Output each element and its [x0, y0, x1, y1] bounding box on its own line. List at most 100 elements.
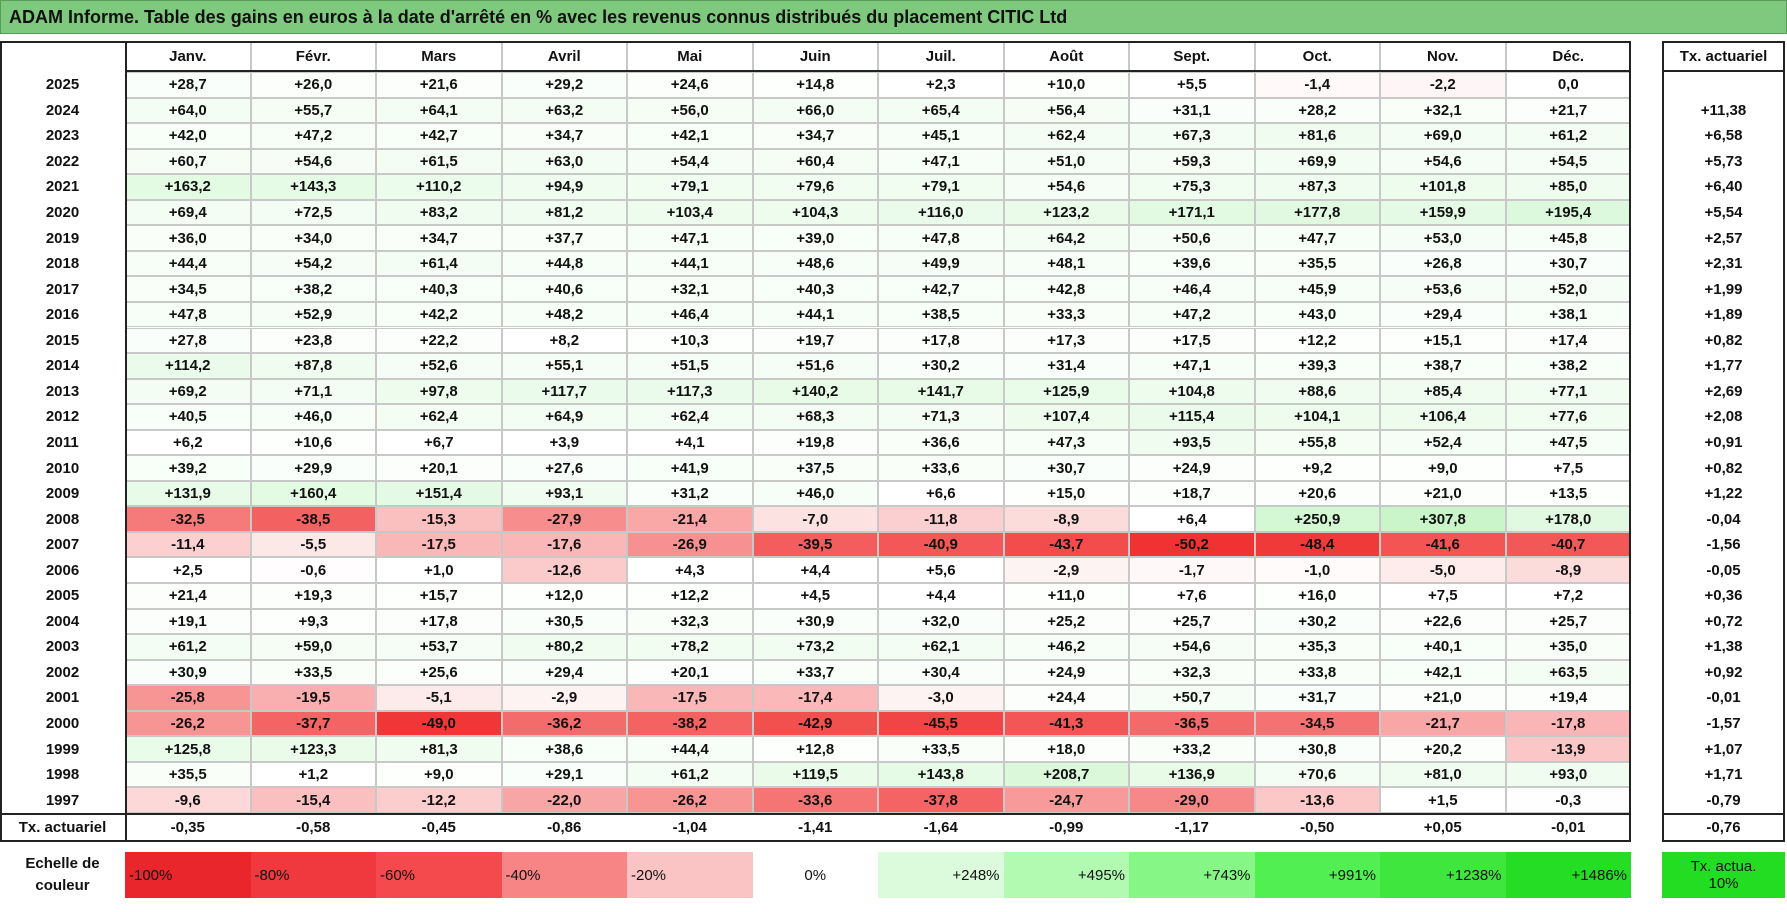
value-cell: +25,6 — [376, 659, 502, 686]
value-cell: +17,4 — [1505, 327, 1631, 354]
value-cell: +67,3 — [1129, 123, 1255, 149]
value-cell: -2,2 — [1380, 72, 1506, 98]
value-cell: +19,7 — [752, 327, 878, 354]
value-cell: +10,6 — [250, 429, 376, 456]
value-cell: +35,0 — [1505, 634, 1631, 660]
value-cell: +30,9 — [125, 659, 251, 686]
value-cell: +6,6 — [878, 480, 1004, 507]
value-cell: +6,2 — [125, 429, 251, 456]
value-cell: +140,2 — [752, 378, 878, 405]
rate-cell: +1,22 — [1662, 480, 1785, 507]
value-cell: +24,9 — [1129, 455, 1255, 481]
value-cell: -38,5 — [250, 506, 376, 532]
value-cell: +39,6 — [1129, 250, 1255, 277]
value-cell: +79,6 — [752, 174, 878, 200]
value-cell: +54,6 — [250, 148, 376, 175]
value-cell: +83,2 — [376, 199, 502, 226]
footer-cell: -0,35 — [125, 812, 251, 842]
value-cell: +51,5 — [627, 353, 753, 379]
value-cell: +27,8 — [125, 327, 251, 354]
value-cell: -34,5 — [1254, 710, 1380, 737]
value-cell: +62,4 — [627, 404, 753, 430]
scale-step: -100% — [125, 852, 251, 898]
value-cell: +42,1 — [627, 123, 753, 149]
value-cell: +35,5 — [1254, 250, 1380, 277]
footer-cell: -0,50 — [1254, 812, 1380, 842]
value-cell: -41,6 — [1380, 531, 1506, 558]
value-cell: +6,4 — [1129, 506, 1255, 532]
value-cell: +18,0 — [1003, 736, 1129, 762]
value-cell: +45,9 — [1254, 276, 1380, 302]
column-header: Tx. actuariel — [1662, 41, 1785, 72]
value-cell: +60,4 — [752, 148, 878, 175]
value-cell: +29,9 — [250, 455, 376, 481]
value-cell: +115,4 — [1129, 404, 1255, 430]
value-cell: +25,2 — [1003, 608, 1129, 635]
value-cell: +30,7 — [1505, 250, 1631, 277]
value-cell: +40,1 — [1380, 634, 1506, 660]
row-label: 2022 — [0, 148, 125, 175]
value-cell: +30,8 — [1254, 736, 1380, 762]
value-cell: +141,7 — [878, 378, 1004, 405]
value-cell: +68,3 — [752, 404, 878, 430]
corner — [0, 41, 125, 72]
value-cell: +1,0 — [376, 557, 502, 583]
value-cell: +78,2 — [627, 634, 753, 660]
value-cell: +48,1 — [1003, 250, 1129, 277]
value-cell: +63,0 — [501, 148, 627, 175]
rate-cell: +1,71 — [1662, 761, 1785, 788]
value-cell: +64,1 — [376, 97, 502, 124]
value-cell: +32,3 — [1129, 659, 1255, 686]
rate-cell: -0,79 — [1662, 787, 1785, 813]
value-cell: +31,7 — [1254, 685, 1380, 711]
value-cell: +5,6 — [878, 557, 1004, 583]
rate-cell: -1,57 — [1662, 710, 1785, 737]
value-cell: +88,6 — [1254, 378, 1380, 405]
value-cell: +47,2 — [1129, 301, 1255, 328]
value-cell: +37,5 — [752, 455, 878, 481]
column-header: Avril — [501, 41, 627, 72]
value-cell: +23,8 — [250, 327, 376, 354]
value-cell: +7,6 — [1129, 583, 1255, 609]
rate-cell: -1,56 — [1662, 531, 1785, 558]
scale-rate: Tx. actua. 10% — [1662, 852, 1785, 898]
value-cell: +79,1 — [627, 174, 753, 200]
value-cell: +8,2 — [501, 327, 627, 354]
value-cell: +20,6 — [1254, 480, 1380, 507]
value-cell: +54,6 — [1129, 634, 1255, 660]
value-cell: +10,3 — [627, 327, 753, 354]
value-cell: +61,4 — [376, 250, 502, 277]
rate-cell: +5,54 — [1662, 199, 1785, 226]
value-cell: +42,0 — [125, 123, 251, 149]
value-cell: +59,3 — [1129, 148, 1255, 175]
value-cell: +72,5 — [250, 199, 376, 226]
value-cell: +47,7 — [1254, 225, 1380, 251]
value-cell: +20,1 — [376, 455, 502, 481]
value-cell: -17,6 — [501, 531, 627, 558]
value-cell: +97,8 — [376, 378, 502, 405]
value-cell: +125,8 — [125, 736, 251, 762]
row-label: 2001 — [0, 685, 125, 711]
value-cell: +46,0 — [752, 480, 878, 507]
value-cell: +5,5 — [1129, 72, 1255, 98]
column-header: Juin — [752, 41, 878, 72]
value-cell: -2,9 — [501, 685, 627, 711]
value-cell: +31,1 — [1129, 97, 1255, 124]
value-cell: +69,9 — [1254, 148, 1380, 175]
value-cell: +4,3 — [627, 557, 753, 583]
value-cell: +30,7 — [1003, 455, 1129, 481]
row-label: 2002 — [0, 659, 125, 686]
value-cell: +61,2 — [125, 634, 251, 660]
value-cell: +178,0 — [1505, 506, 1631, 532]
value-cell: -21,4 — [627, 506, 753, 532]
value-cell: +208,7 — [1003, 761, 1129, 788]
rate-cell: +2,08 — [1662, 404, 1785, 430]
rate-cell: +0,92 — [1662, 659, 1785, 686]
rate-cell: +1,77 — [1662, 353, 1785, 379]
value-cell: +26,8 — [1380, 250, 1506, 277]
row-label: 1997 — [0, 787, 125, 813]
value-cell: +34,7 — [752, 123, 878, 149]
value-cell: +2,5 — [125, 557, 251, 583]
value-cell: -45,5 — [878, 710, 1004, 737]
value-cell: +77,1 — [1505, 378, 1631, 405]
